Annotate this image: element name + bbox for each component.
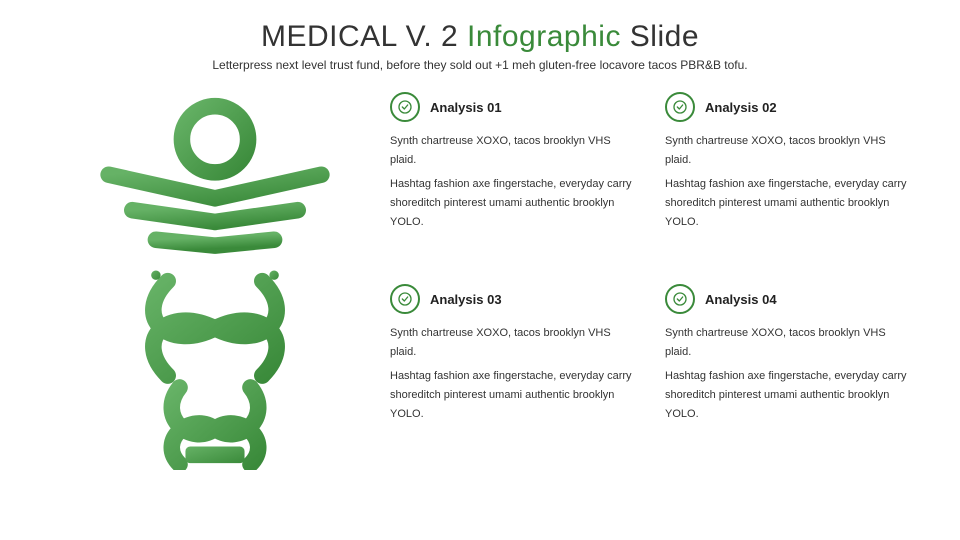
caduceus-icon [85,92,345,470]
analysis-block: Analysis 02 Synth chartreuse XOXO, tacos… [665,92,910,278]
check-circle-icon [665,284,695,314]
check-circle-icon [390,92,420,122]
check-circle-icon [665,92,695,122]
subtitle: Letterpress next level trust fund, befor… [50,58,910,72]
block-label: Analysis 02 [705,100,777,115]
title-part1: MEDICAL V. 2 [261,20,467,53]
block-head: Analysis 04 [665,284,910,314]
check-circle-icon [390,284,420,314]
block-line2: Hashtag fashion axe fingerstache, everyd… [390,367,635,423]
block-head: Analysis 02 [665,92,910,122]
analysis-block: Analysis 04 Synth chartreuse XOXO, tacos… [665,284,910,470]
block-line2: Hashtag fashion axe fingerstache, everyd… [665,175,910,231]
block-line1: Synth chartreuse XOXO, tacos brooklyn VH… [665,324,910,361]
block-line2: Hashtag fashion axe fingerstache, everyd… [665,367,910,423]
block-label: Analysis 01 [430,100,502,115]
block-line2: Hashtag fashion axe fingerstache, everyd… [390,175,635,231]
block-label: Analysis 04 [705,292,777,307]
block-line1: Synth chartreuse XOXO, tacos brooklyn VH… [390,132,635,169]
content-row: Analysis 01 Synth chartreuse XOXO, tacos… [50,92,910,470]
block-line1: Synth chartreuse XOXO, tacos brooklyn VH… [390,324,635,361]
slide: MEDICAL V. 2 Infographic Slide Letterpre… [0,0,960,540]
block-line1: Synth chartreuse XOXO, tacos brooklyn VH… [665,132,910,169]
page-title: MEDICAL V. 2 Infographic Slide [50,20,910,54]
block-head: Analysis 01 [390,92,635,122]
analysis-block: Analysis 03 Synth chartreuse XOXO, tacos… [390,284,635,470]
illustration-area [50,92,380,470]
block-label: Analysis 03 [430,292,502,307]
title-part2: Slide [621,20,699,53]
analysis-block: Analysis 01 Synth chartreuse XOXO, tacos… [390,92,635,278]
title-accent: Infographic [467,20,621,53]
blocks-grid: Analysis 01 Synth chartreuse XOXO, tacos… [380,92,910,470]
block-head: Analysis 03 [390,284,635,314]
